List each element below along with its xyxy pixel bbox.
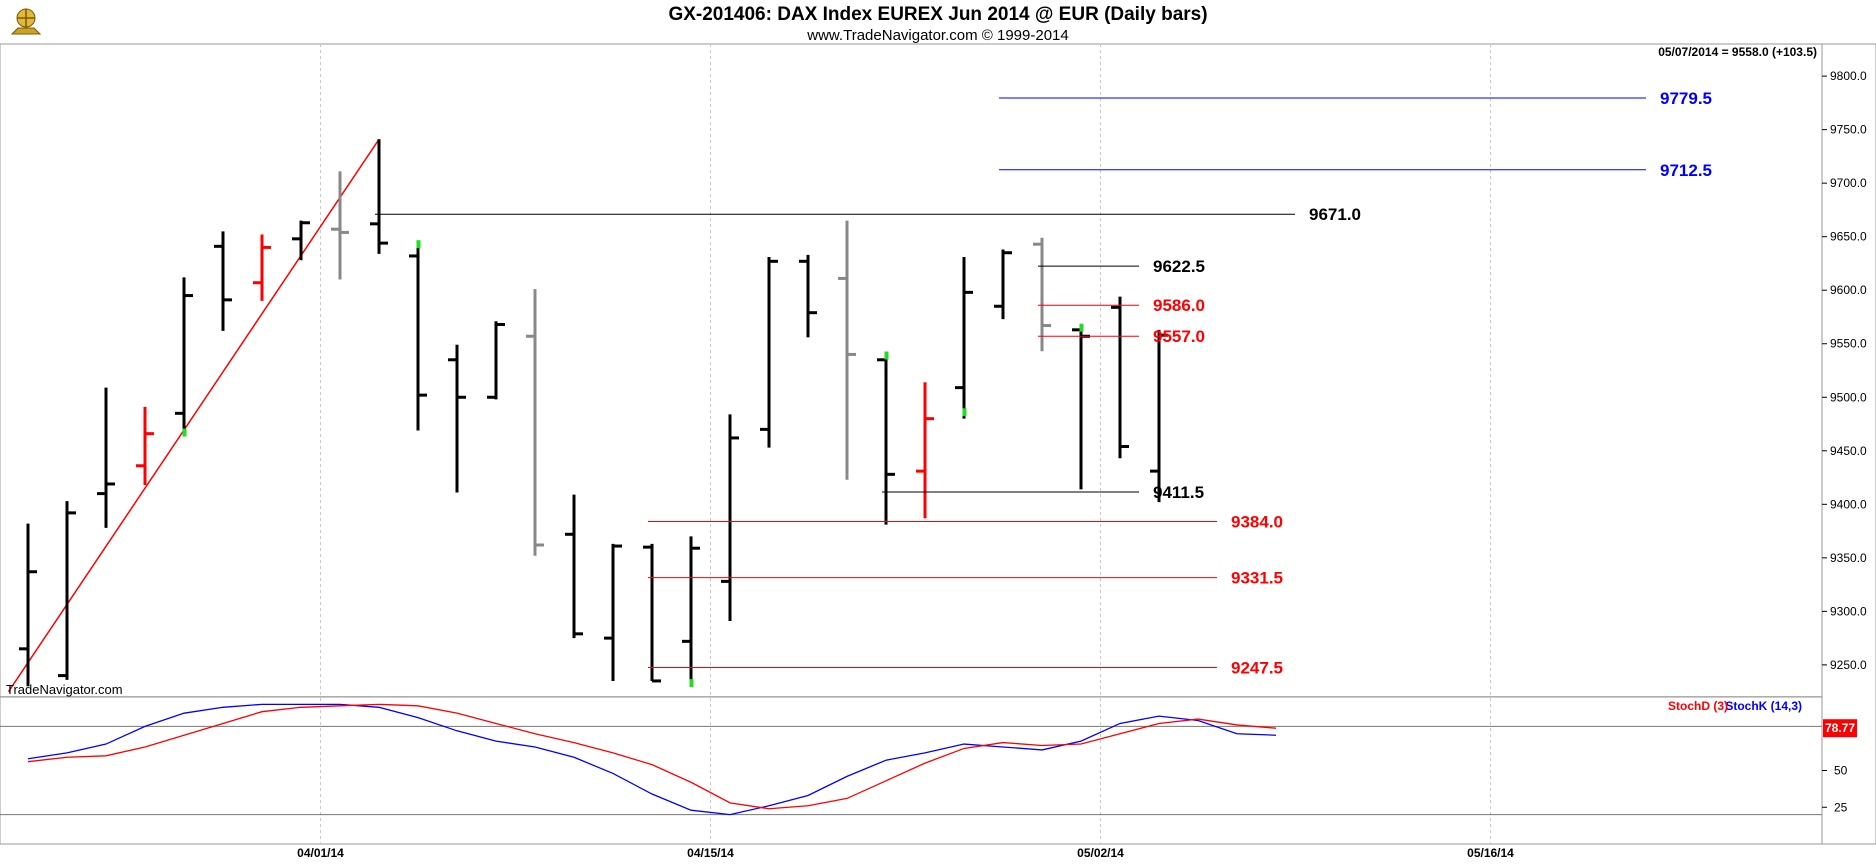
y-tick-label: 9800.0 [1830, 69, 1867, 83]
chart-title: GX-201406: DAX Index EUREX Jun 2014 @ EU… [668, 4, 1207, 25]
price-level-label: 9247.5 [1231, 659, 1283, 678]
ohlc-bar [838, 220, 856, 480]
ohlc-bar [331, 171, 349, 280]
y-axis-panel [1821, 43, 1876, 845]
ohlc-bar [994, 249, 1012, 320]
y-tick-label: 9350.0 [1830, 551, 1867, 565]
ohlc-bar [682, 536, 700, 684]
price-level-label: 9622.5 [1153, 257, 1205, 276]
header-background [0, 0, 1876, 44]
ohlc-bar [214, 231, 232, 331]
legend-entry: StochK (14,3) [1725, 699, 1802, 713]
stoch-y-tick-label: 25 [1834, 800, 1848, 814]
price-level-label: 9411.5 [1153, 483, 1204, 502]
y-tick-label: 9750.0 [1830, 123, 1867, 137]
ohlc-bar [292, 220, 310, 261]
price-panel [0, 43, 1823, 698]
ohlc-bar [643, 543, 661, 683]
info-readout: 05/07/2014 = 9558.0 (+103.5) [1658, 45, 1817, 59]
axis-layer: 04/01/14 04/15/14 05/02/14 05/16/14 9250.0 93… [297, 69, 1867, 860]
y-tick-label: 9450.0 [1830, 444, 1867, 458]
signal-marker [689, 679, 694, 688]
y-tick-label: 9650.0 [1830, 230, 1867, 244]
y-tick-label: 9500.0 [1830, 390, 1867, 404]
ohlc-bar [58, 501, 76, 680]
ohlc-bar [526, 289, 544, 556]
price-level-label: 9671.0 [1309, 205, 1361, 224]
ohlc-bar [97, 387, 115, 528]
ohlc-bar [565, 494, 583, 639]
level-layer: 9779.5 9712.5 9671.0 9622.5 9586.0 9557.0 9411… [375, 89, 1712, 678]
trendline [7, 138, 380, 693]
ohlc-bar [253, 234, 271, 301]
y-tick-label: 9600.0 [1830, 283, 1867, 297]
price-layer [7, 138, 1168, 693]
x-tick-label: 05/02/14 [1077, 846, 1124, 860]
ohlc-bar [370, 139, 388, 254]
last-value-badge [1823, 719, 1857, 738]
ohlc-bar [955, 257, 973, 419]
ohlc-bar [409, 244, 427, 431]
signal-marker [416, 240, 421, 249]
ohlc-bar [916, 382, 934, 519]
y-tick-label: 9300.0 [1830, 604, 1867, 618]
stoch-y-tick-label: 50 [1834, 764, 1848, 778]
price-level-label: 9331.5 [1231, 569, 1283, 588]
ohlc-bar [175, 277, 193, 433]
ohlc-bar [1150, 329, 1168, 503]
watermark: TradeNavigator.com [6, 682, 123, 697]
price-level-label: 9586.0 [1153, 296, 1205, 315]
ohlc-bar [1111, 296, 1129, 459]
signal-marker [1079, 323, 1084, 332]
ohlc-bar [448, 344, 466, 493]
last-value-label: 78.77 [1825, 721, 1855, 735]
signal-marker [182, 428, 187, 437]
ohlc-bar [799, 254, 817, 338]
y-tick-label: 9400.0 [1830, 497, 1867, 511]
chart-subtitle: www.TradeNavigator.com © 1999-2014 [806, 27, 1068, 44]
ohlc-bar [760, 257, 778, 448]
ohlc-bar [19, 523, 37, 687]
ohlc-bar [604, 543, 622, 681]
ohlc-bar [877, 354, 895, 525]
x-tick-label: 04/01/14 [297, 846, 344, 860]
ohlc-bar [487, 321, 505, 400]
stochastic-panel [0, 696, 1823, 845]
ohlc-bar [136, 406, 154, 486]
grid-layer [320, 44, 1491, 844]
trade-navigator-logo-icon [10, 8, 42, 35]
price-level-label: 9712.5 [1660, 161, 1712, 180]
price-level-label: 9384.0 [1231, 512, 1283, 531]
stoch-d-line [27, 703, 1277, 810]
x-tick-label: 04/15/14 [687, 846, 734, 860]
y-tick-label: 9250.0 [1830, 658, 1867, 672]
legend-entry: StochD (3) [1668, 699, 1728, 713]
ohlc-bar [721, 414, 739, 621]
x-tick-label: 05/16/14 [1467, 846, 1514, 860]
stochastic-layer: StochK (14,3)StochD (3) [0, 699, 1822, 816]
y-tick-label: 9700.0 [1830, 176, 1867, 190]
signal-marker [962, 408, 967, 417]
signal-marker [884, 351, 889, 360]
price-level-label: 9557.0 [1153, 327, 1205, 346]
price-level-label: 9779.5 [1660, 89, 1712, 108]
y-tick-label: 9550.0 [1830, 337, 1867, 351]
ohlc-bar [1033, 237, 1051, 352]
